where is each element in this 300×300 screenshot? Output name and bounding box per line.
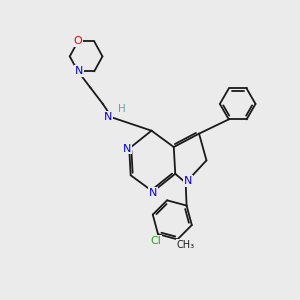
Text: CH₃: CH₃ <box>177 240 195 250</box>
Text: N: N <box>123 143 131 154</box>
Text: Cl: Cl <box>150 236 161 246</box>
Text: N: N <box>104 112 112 122</box>
Text: O: O <box>74 36 82 46</box>
Text: N: N <box>149 188 157 198</box>
Text: H: H <box>118 104 126 114</box>
Text: N: N <box>184 176 192 186</box>
Text: N: N <box>75 66 84 76</box>
